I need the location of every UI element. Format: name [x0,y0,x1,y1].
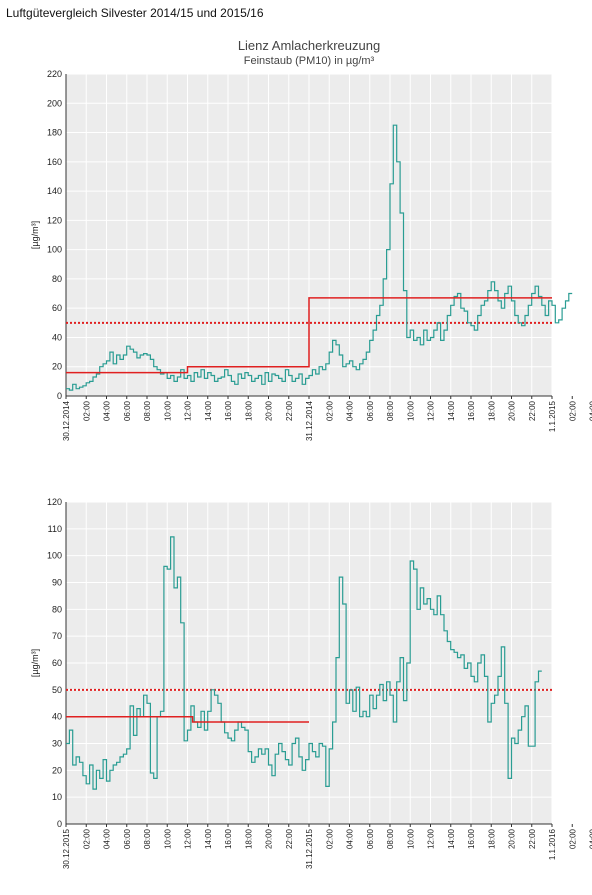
chart-2-xtick-label: 31.12.2015 [305,828,314,869]
chart-2-xtick-label: 08:00 [143,828,152,849]
chart-1-xtick-label: 04:00 [346,400,355,421]
chart-2-ytick-label: 60 [52,658,62,668]
chart-1-xtick-label: 20:00 [265,400,274,421]
chart-2-ytick-label: 80 [52,604,62,614]
chart-2-xtick-label: 16:00 [224,828,233,849]
chart-2-xtick-label: 18:00 [487,828,496,849]
chart-1-xtick-label: 18:00 [244,400,253,421]
chart-1-xtick-label: 12:00 [184,400,193,421]
chart-1-xtick-label: 02:00 [325,400,334,421]
chart-2-xtick-label: 04:00 [103,828,112,849]
chart-1-ytick-label: 100 [47,245,62,255]
chart-1-xtick-label: 18:00 [487,400,496,421]
chart-2-xtick-label: 10:00 [163,828,172,849]
chart-2-xtick-label: 20:00 [265,828,274,849]
chart-2-ytick-label: 0 [57,819,62,829]
chart-1-ytick-label: 180 [47,128,62,138]
chart-1-xtick-label: 22:00 [285,400,294,421]
chart-1-xtick-label: 02:00 [82,400,91,421]
chart-1-xtick-label: 16:00 [224,400,233,421]
chart-1: Lienz Amlacherkreuzung Feinstaub (PM10) i… [30,38,592,441]
chart-2-xtick-label: 12:00 [184,828,193,849]
chart-2-xtick-label: 1.1.2016 [548,828,557,860]
chart-2-ytick-label: 50 [52,685,62,695]
chart-1-xtick-label: 10:00 [163,400,172,421]
chart-1-xtick-label: 02:00 [568,400,577,421]
chart-1-series-0-line [66,124,573,391]
chart-1-title: Lienz Amlacherkreuzung [238,38,380,53]
chart-2-ylabel: [µg/m³] [30,649,40,677]
chart-1-xtick-label: 06:00 [123,400,132,421]
chart-1-xtick-label: 10:00 [406,400,415,421]
chart-2-xtick-label: 02:00 [82,828,91,849]
chart-1-xtick-label: 08:00 [143,400,152,421]
chart-1-xtick-label: 16:00 [467,400,476,421]
chart-1-xtick-label: 20:00 [508,400,517,421]
chart-1-xtick-label: 12:00 [427,400,436,421]
chart-2-xtick-label: 10:00 [406,828,415,849]
chart-1-ytick-label: 200 [47,98,62,108]
chart-2-xtick-label: 20:00 [508,828,517,849]
chart-2-ytick-label: 90 [52,578,62,588]
chart-2-ytick-label: 30 [52,739,62,749]
chart-1-xtick-label: 04:00 [103,400,112,421]
chart-2-xtick-label: 04:00 [346,828,355,849]
chart-2-xtick-label: 16:00 [467,828,476,849]
chart-1-xtick-label: 14:00 [204,400,213,421]
chart-2-xtick-label: 12:00 [427,828,436,849]
chart-1-ytick-label: 160 [47,157,62,167]
chart-2-xtick-label: 22:00 [285,828,294,849]
chart-1-xtick-label: 14:00 [447,400,456,421]
chart-2-ytick-label: 20 [52,765,62,775]
chart-1-xtick-label: 30.12.2014 [62,400,71,441]
chart-1-ytick-label: 220 [47,69,62,79]
chart-2-ytick-label: 120 [47,497,62,507]
chart-1-ytick-label: 40 [52,332,62,342]
chart-2-xtick-label: 06:00 [123,828,132,849]
chart-2-xtick-label: 02:00 [325,828,334,849]
chart-2-xtick-label: 22:00 [528,828,537,849]
chart-1-ytick-label: 60 [52,303,62,313]
chart-2-ytick-label: 10 [52,792,62,802]
chart-2-xtick-label: 14:00 [204,828,213,849]
chart-1-ytick-label: 80 [52,274,62,284]
chart-2-xtick-label: 02:00 [568,828,577,849]
chart-2-xtick-label: 14:00 [447,828,456,849]
chart-1-ytick-label: 0 [57,391,62,401]
chart-2-xtick-label: 18:00 [244,828,253,849]
chart-2-series-0-line [66,536,542,790]
chart-2-mean-line [66,715,309,723]
chart-1-xtick-label: 04:00 [589,400,592,421]
chart-1-xtick-label: 08:00 [386,400,395,421]
chart-2-xtick-label: 08:00 [386,828,395,849]
chart-2-xtick-label: 04:00 [589,828,592,849]
chart-2-ytick-label: 40 [52,712,62,722]
chart-1-xtick-label: 06:00 [366,400,375,421]
chart-1-xtick-label: 22:00 [528,400,537,421]
chart-2-xtick-label: 30.12.2015 [62,828,71,869]
chart-1-ytick-label: 140 [47,186,62,196]
chart-1-xtick-label: 1.1.2015 [548,400,557,432]
chart-1-xtick-label: 31.12.2014 [305,400,314,441]
chart-1-ylabel: [µg/m³] [30,221,40,249]
chart-1-subtitle: Feinstaub (PM10) in µg/m³ [244,55,375,67]
chart-2-ytick-label: 70 [52,631,62,641]
chart-1-mean-line [66,297,552,374]
chart-1-ytick-label: 20 [52,362,62,372]
chart-2: 0 10 20 30 40 50 60 70 80 90 100 110 120 30.12.2015 02… [30,497,592,869]
chart-2-xtick-label: 06:00 [366,828,375,849]
page-title: Luftgütevergleich Silvester 2014/15 und … [6,6,264,20]
chart-2-ytick-label: 100 [47,551,62,561]
chart-1-ytick-label: 120 [47,215,62,225]
chart-2-ytick-label: 110 [48,524,62,534]
